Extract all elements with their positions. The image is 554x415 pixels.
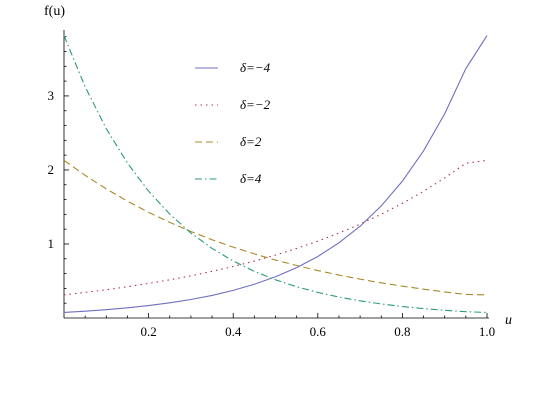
legend-label-1: δ=−4 [240, 60, 271, 75]
x-tick-label: 0.8 [394, 324, 410, 339]
series-line-3 [63, 159, 488, 296]
x-tick-label: 0.6 [310, 324, 327, 339]
series-line-2 [63, 159, 488, 296]
x-tick-label: 0.2 [140, 324, 156, 339]
y-tick-label: 3 [48, 88, 55, 103]
legend-label-2: δ=−2 [240, 97, 271, 112]
x-axis-label: u [505, 313, 512, 328]
x-tick-label: 1.0 [479, 324, 495, 339]
y-tick-label: 1 [48, 236, 55, 251]
series-group [63, 35, 488, 313]
legend: δ=−4 δ=−2 δ=2 δ=4 [195, 60, 271, 186]
series-line-4 [63, 35, 488, 313]
x-tick-label: 0.4 [225, 324, 242, 339]
y-axis-label: f(u) [44, 4, 65, 19]
series-line-1 [63, 35, 488, 313]
legend-label-4: δ=4 [240, 171, 262, 186]
axes: 0.2 0.4 0.6 0.8 1.0 1 2 3 u f(u) [44, 4, 512, 339]
legend-label-3: δ=2 [240, 134, 262, 149]
y-tick-label: 2 [48, 162, 55, 177]
x-ticks: 0.2 0.4 0.6 0.8 1.0 [84, 313, 495, 339]
y-ticks: 1 2 3 [48, 36, 69, 304]
